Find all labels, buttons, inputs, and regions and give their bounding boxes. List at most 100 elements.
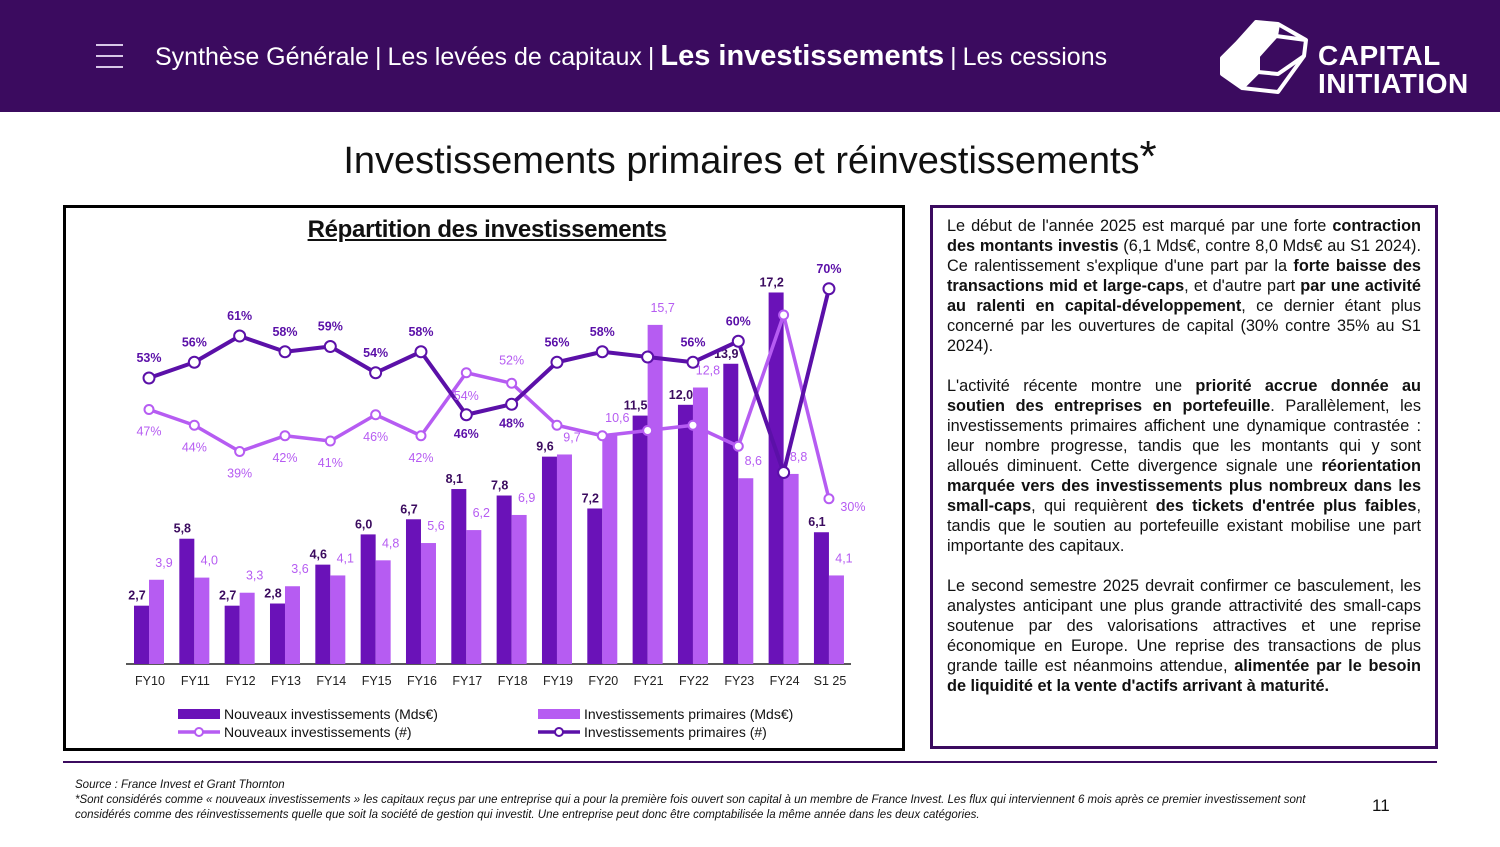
x-tick-label: FY18 xyxy=(498,674,528,688)
nav-separator: | xyxy=(375,43,382,71)
page-number: 11 xyxy=(1372,796,1390,815)
bar-nouveaux xyxy=(768,292,784,664)
text-segment: Le début de l'année 2025 est marqué par … xyxy=(947,217,1333,235)
line-point xyxy=(278,345,292,359)
legend-swatch-marker xyxy=(554,727,564,737)
bar-nouveaux xyxy=(269,603,285,664)
bar-primaires xyxy=(284,586,300,664)
x-tick-label: S1 25 xyxy=(814,674,847,688)
bar-data-label: 8,1 xyxy=(446,472,463,486)
investment-chart: FY10 FY11 FY12 FY13 FY14 FY15 FY16 FY17 FY18 FY19… xyxy=(126,262,865,740)
line-data-label: 59% xyxy=(318,320,343,334)
bar-data-label: 2,7 xyxy=(128,589,145,603)
line-nouveaux-count xyxy=(148,313,831,500)
line-data-label: 58% xyxy=(590,325,615,339)
line-point xyxy=(369,366,383,380)
line-data-label: 41% xyxy=(318,456,343,470)
bar-data-label: 4,1 xyxy=(337,551,354,565)
bar-nouveaux xyxy=(813,532,829,664)
bar-nouveaux xyxy=(677,404,693,664)
bar-data-label: 7,2 xyxy=(582,491,599,505)
line-data-label: 56% xyxy=(680,335,705,349)
line-point xyxy=(777,466,791,479)
line-point xyxy=(550,355,564,369)
legend-swatch-marker xyxy=(194,727,204,737)
logo-text-line1: CAPITAL xyxy=(1318,40,1441,71)
line-point xyxy=(595,345,609,359)
bar-primaires xyxy=(556,454,572,664)
x-tick-label: FY20 xyxy=(588,674,618,688)
bar-data-label: 5,6 xyxy=(427,519,444,533)
line-point xyxy=(778,309,790,321)
bar-data-label: 5,8 xyxy=(174,522,191,536)
bar-primaires xyxy=(420,543,436,664)
bar-primaires xyxy=(738,478,754,664)
text-segment: , tandis que le soutien au portefeuille … xyxy=(947,497,1421,555)
nav-item[interactable]: Les levées de capitaux xyxy=(387,43,642,71)
line-point xyxy=(414,345,428,359)
line-point xyxy=(505,397,519,411)
bar-data-label: 12,8 xyxy=(696,364,720,378)
line-point xyxy=(460,367,472,379)
bar-data-label: 6,9 xyxy=(518,491,535,505)
menu-icon[interactable] xyxy=(96,44,123,68)
line-point xyxy=(641,350,655,364)
bar-primaires xyxy=(692,387,708,664)
nav-item[interactable]: Les cessions xyxy=(962,43,1108,71)
capital-initiation-logo: CAPITAL INITIATION xyxy=(1218,18,1498,98)
nav-item[interactable]: Synthèse Générale xyxy=(155,43,370,71)
line-data-label: 54% xyxy=(363,346,388,360)
text-segment: , qui requièrent xyxy=(1031,497,1156,515)
bar-nouveaux xyxy=(632,415,648,664)
line-data-label: 30% xyxy=(840,500,865,514)
line-data-label: 61% xyxy=(227,309,252,323)
line-point xyxy=(324,435,336,447)
x-tick-label: FY11 xyxy=(181,674,210,688)
bar-data-label: 6,7 xyxy=(400,502,417,516)
bar-primaires xyxy=(149,579,164,664)
bar-primaires xyxy=(239,592,255,664)
bar-data-label: 4,1 xyxy=(835,551,852,565)
bar-data-label: 9,7 xyxy=(563,430,580,444)
bar-nouveaux xyxy=(405,519,421,664)
x-tick-label: FY15 xyxy=(362,674,392,688)
line-point xyxy=(731,334,745,348)
line-point xyxy=(234,446,246,457)
bar-primaires xyxy=(330,575,346,664)
bar-data-label: 10,6 xyxy=(605,411,629,425)
text-segment: . Parallèlement, les investissements pri… xyxy=(947,397,1421,475)
definition-note: *Sont considérés comme « nouveaux invest… xyxy=(75,794,1306,821)
bar-data-label: 6,2 xyxy=(473,506,490,520)
line-data-label: 42% xyxy=(272,451,297,465)
bar-nouveaux xyxy=(179,538,195,664)
bar-data-label: 4,8 xyxy=(382,536,399,550)
x-tick-label: FY13 xyxy=(271,674,301,688)
x-tick-label: FY22 xyxy=(679,674,709,688)
logo-cube-icon xyxy=(1220,20,1308,94)
line-primaires-count xyxy=(148,288,831,475)
x-tick-label: FY23 xyxy=(724,674,754,688)
chart-panel: Répartition des investissements FY10 FY11… xyxy=(63,205,905,751)
commentary-paragraph: L'activité récente montre une priorité a… xyxy=(947,376,1421,556)
text-segment: L'activité récente montre une xyxy=(947,377,1196,395)
bar-data-label: 8,8 xyxy=(790,450,807,464)
nav-item[interactable]: Les investissements xyxy=(660,40,945,72)
bar-nouveaux xyxy=(315,564,331,664)
bold-text: par une activité au ralenti en capital-d… xyxy=(947,277,1421,315)
x-tick-label: FY19 xyxy=(543,674,573,688)
line-point xyxy=(687,419,699,431)
bar-data-label: 4,0 xyxy=(201,554,218,568)
bar-nouveaux xyxy=(134,605,149,664)
bar-data-label: 6,1 xyxy=(808,515,825,529)
x-tick-label: FY10 xyxy=(135,674,165,688)
line-data-label: 52% xyxy=(499,353,524,367)
bar-nouveaux xyxy=(496,495,512,664)
commentary-panel: Le début de l'année 2025 est marqué par … xyxy=(930,205,1438,749)
line-point xyxy=(415,430,427,442)
line-point xyxy=(686,355,700,369)
footer-divider xyxy=(63,761,1437,763)
bar-data-label: 11,5 xyxy=(624,399,648,413)
line-point xyxy=(822,282,836,296)
line-point xyxy=(506,377,518,389)
line-point xyxy=(142,371,156,385)
